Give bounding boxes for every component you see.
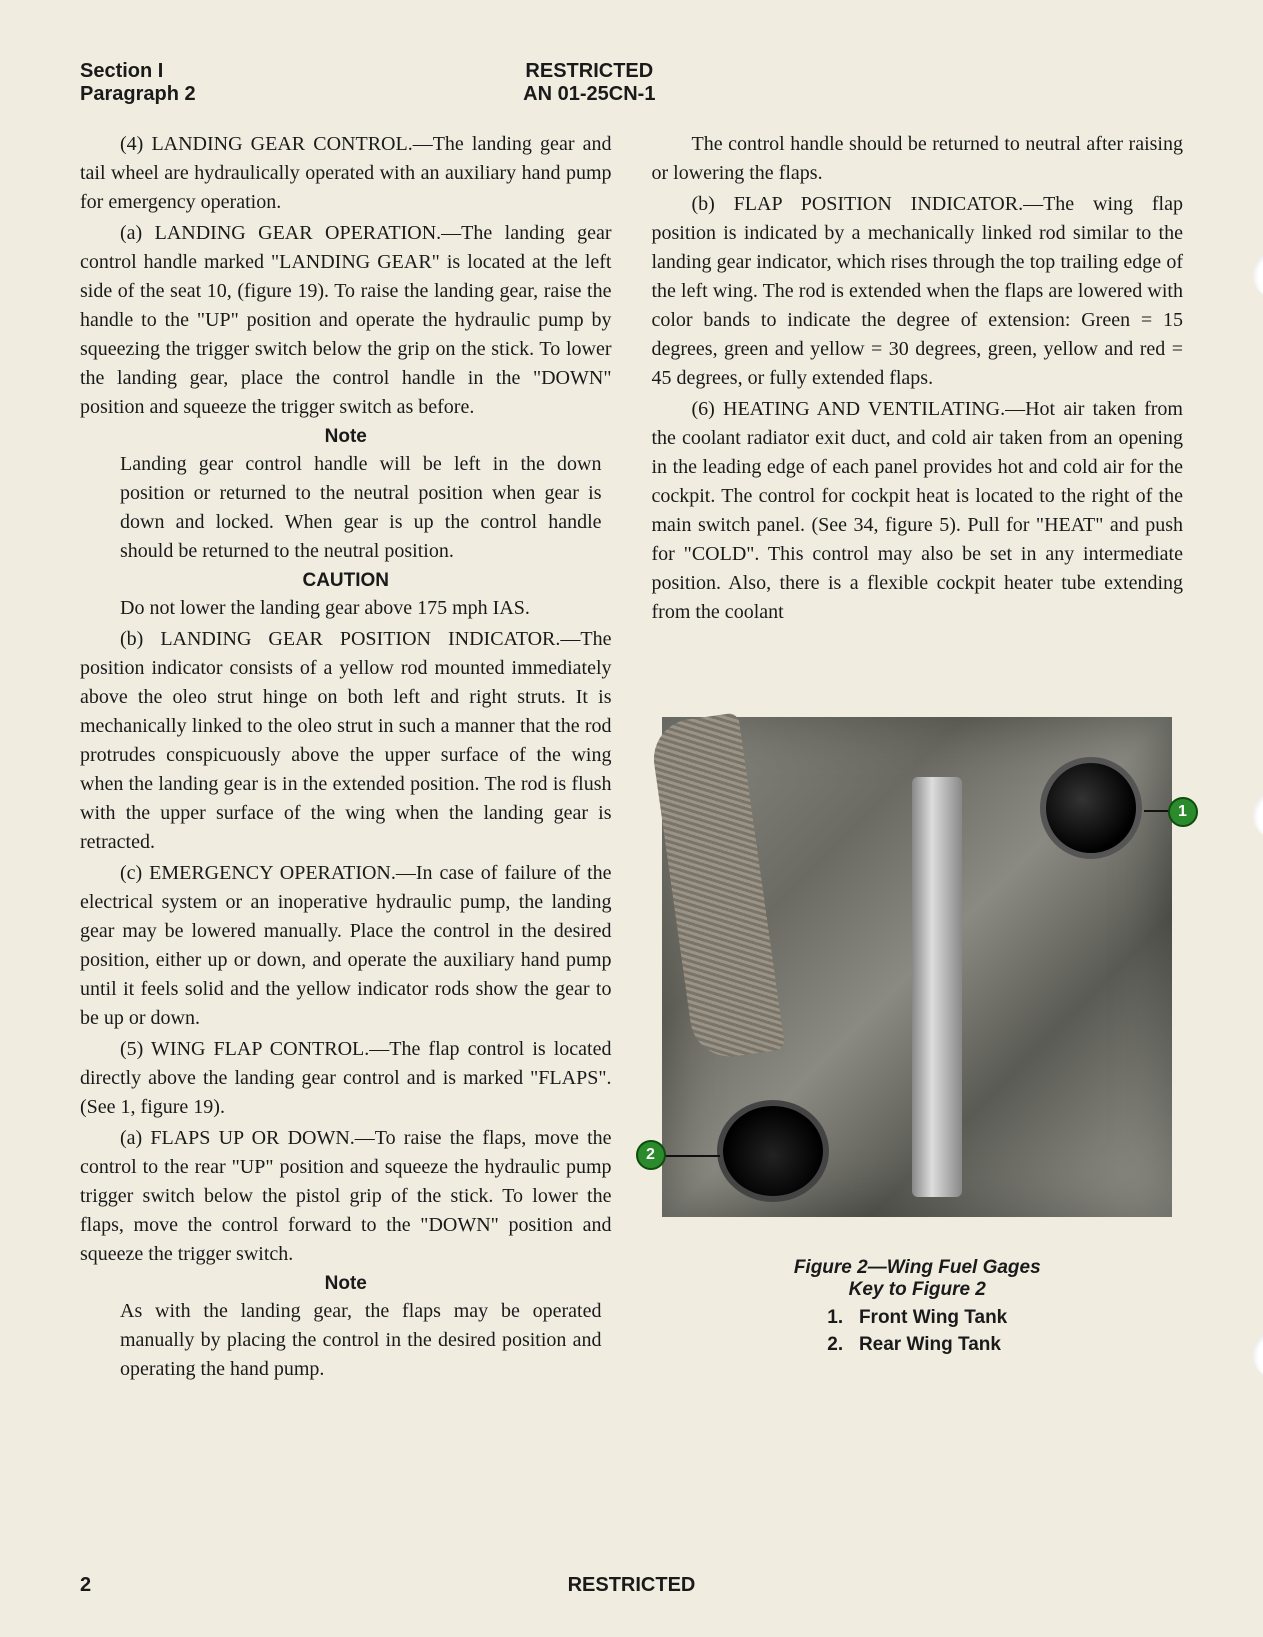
page: Section I Paragraph 2 RESTRICTED AN 01-2… [0, 0, 1263, 1637]
hose-graphic [648, 712, 784, 1061]
page-footer: 2 RESTRICTED [80, 1574, 1183, 1597]
caution-heading: CAUTION [80, 570, 612, 592]
figure-keys: 1. Front Wing Tank 2. Rear Wing Tank [827, 1305, 1007, 1358]
key-num: 1. [827, 1307, 843, 1328]
key-label: Front Wing Tank [859, 1307, 1007, 1328]
doc-number: AN 01-25CN-1 [196, 83, 983, 106]
figure-caption: Figure 2—Wing Fuel Gages Key to Figure 2… [652, 1257, 1184, 1358]
binder-hole [1253, 790, 1263, 840]
binder-hole [1253, 1330, 1263, 1380]
page-header: Section I Paragraph 2 RESTRICTED AN 01-2… [80, 60, 1183, 106]
header-left: Section I Paragraph 2 [80, 60, 196, 106]
left-column: (4) LANDING GEAR CONTROL.—The landing ge… [80, 130, 612, 1386]
right-column: The control handle should be returned to… [652, 130, 1184, 1386]
paragraph-label: Paragraph 2 [80, 83, 196, 106]
para-5b: (b) FLAP POSITION INDICATOR.—The wing fl… [652, 190, 1184, 393]
figure-image: 1 2 [662, 717, 1172, 1217]
figure-title: Figure 2—Wing Fuel Gages [652, 1257, 1184, 1279]
para-5: (5) WING FLAP CONTROL.—The flap control … [80, 1035, 612, 1122]
para-6: (6) HEATING AND VENTILATING.—Hot air tak… [652, 395, 1184, 627]
para-4a: (a) LANDING GEAR OPERATION.—The landing … [80, 219, 612, 422]
header-right [983, 60, 1183, 106]
body-columns: (4) LANDING GEAR CONTROL.—The landing ge… [80, 130, 1183, 1386]
classification-bottom: RESTRICTED [80, 1574, 1183, 1597]
binder-hole [1253, 250, 1263, 300]
callout-2: 2 [636, 1140, 666, 1170]
figure-key-row: 1. Front Wing Tank [827, 1305, 1007, 1332]
figure-key-row: 2. Rear Wing Tank [827, 1332, 1007, 1359]
figure-key-title: Key to Figure 2 [652, 1279, 1184, 1301]
caution-body: Do not lower the landing gear above 175 … [120, 594, 602, 623]
para-5a: (a) FLAPS UP OR DOWN.—To raise the flaps… [80, 1124, 612, 1269]
rear-wing-gauge [717, 1100, 829, 1202]
para-4b: (b) LANDING GEAR POSITION INDICATOR.—The… [80, 625, 612, 857]
para-cont: The control handle should be returned to… [652, 130, 1184, 188]
note-heading-2: Note [80, 1273, 612, 1295]
figure-2: 1 2 Figure 2—Wing Fuel Gages Key to Figu… [652, 717, 1184, 1358]
callout-1: 1 [1168, 797, 1198, 827]
note-body-2: As with the landing gear, the flaps may … [120, 1297, 602, 1384]
para-4c: (c) EMERGENCY OPERATION.—In case of fail… [80, 859, 612, 1033]
header-center: RESTRICTED AN 01-25CN-1 [196, 60, 983, 106]
key-label: Rear Wing Tank [859, 1334, 1001, 1355]
classification-top: RESTRICTED [196, 60, 983, 83]
section-label: Section I [80, 60, 196, 83]
para-4: (4) LANDING GEAR CONTROL.—The landing ge… [80, 130, 612, 217]
front-wing-gauge [1040, 757, 1142, 859]
key-num: 2. [827, 1334, 843, 1355]
note-heading: Note [80, 426, 612, 448]
strut-graphic [912, 777, 962, 1197]
note-body: Landing gear control handle will be left… [120, 450, 602, 566]
